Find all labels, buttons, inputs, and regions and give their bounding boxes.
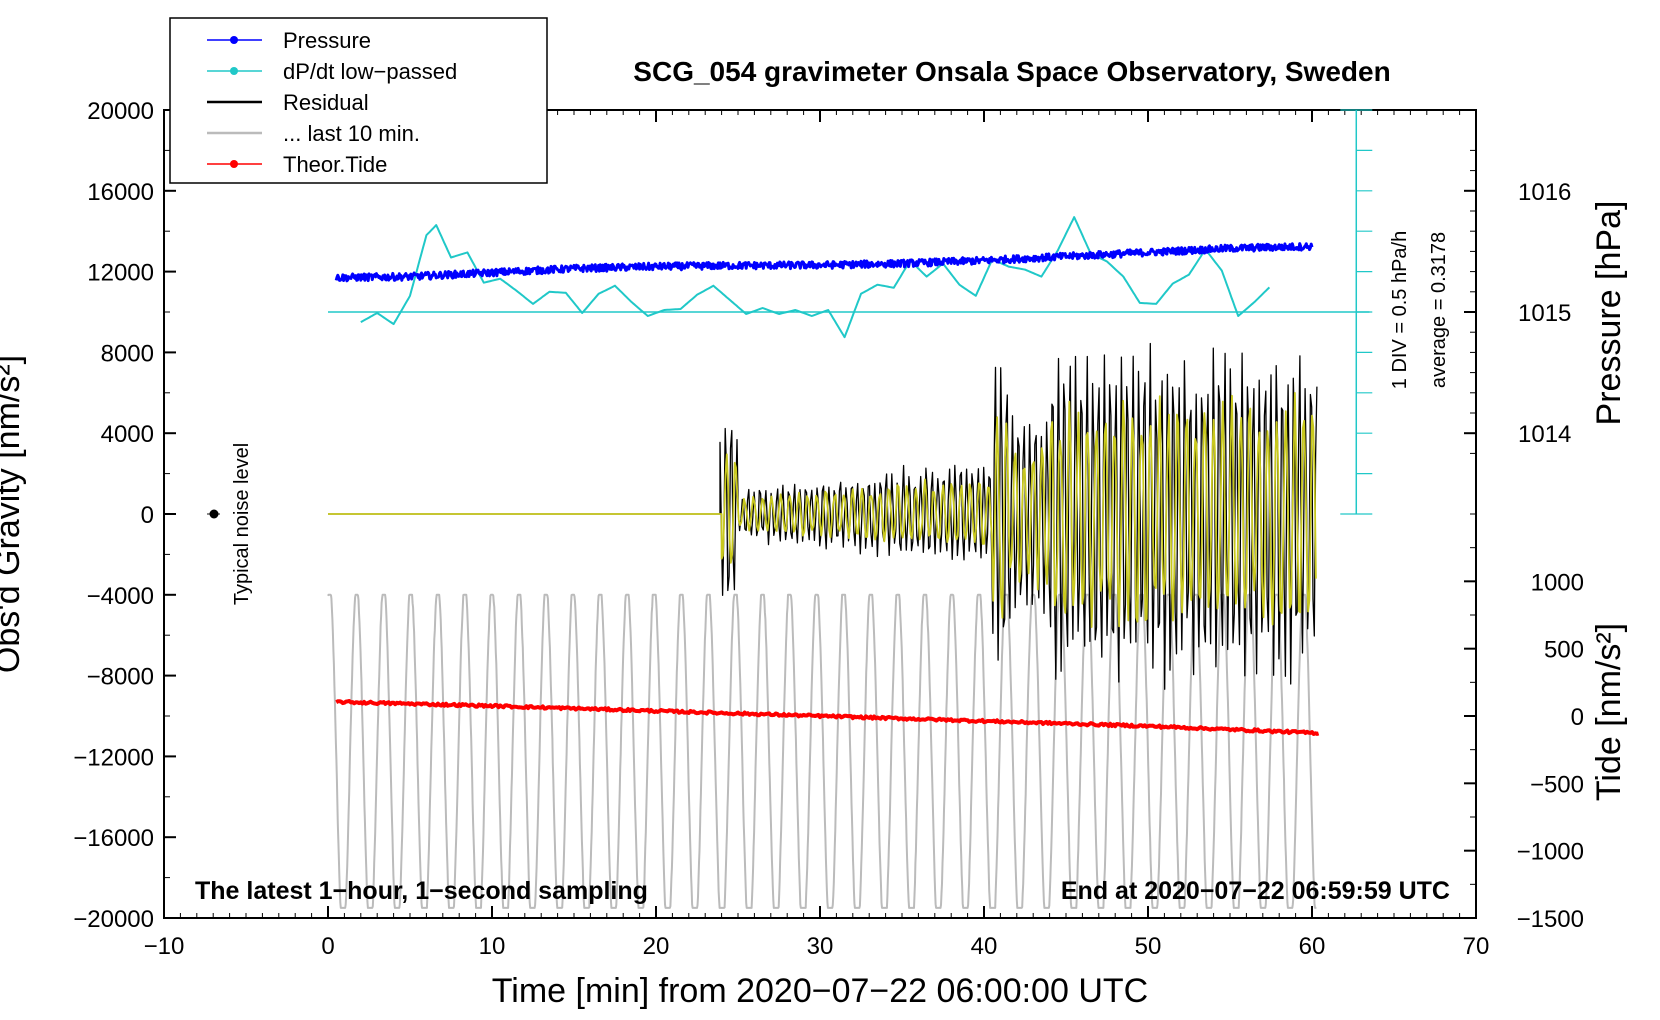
y-tick-label: 12000: [87, 260, 154, 287]
legend-box: [169, 17, 548, 184]
y-tick-label: 8000: [101, 340, 154, 367]
noise-level-label: Typical noise level: [231, 443, 253, 605]
y-tick-label: −8000: [87, 664, 154, 691]
legend-pressure-label: Pressure: [283, 28, 371, 53]
pressure-series: [334, 242, 1314, 283]
dpdt-div-label: 1 DIV = 0.5 hPa/h: [1389, 231, 1411, 389]
pressure-axis-title: Pressure [hPa]: [1590, 201, 1628, 426]
tide-tick-label: 0: [1571, 704, 1584, 731]
x-tick-label: 20: [643, 933, 670, 960]
x-axis-title: Time [min] from 2020−07−22 06:00:00 UTC: [492, 972, 1148, 1010]
legend-dpdt-label: dP/dt low−passed: [283, 59, 457, 84]
y-tick-label: 20000: [87, 98, 154, 125]
tide-tick-label: 500: [1544, 637, 1584, 664]
pressure-tick-label: 1016: [1518, 179, 1571, 206]
y-tick-label: −16000: [73, 825, 154, 852]
y-tick-label: 16000: [87, 179, 154, 206]
y-tick-label: −4000: [87, 583, 154, 610]
y-tick-label: −12000: [73, 744, 154, 771]
end-time-note: End at 2020−07−22 06:59:59 UTC: [1061, 877, 1450, 905]
x-tick-label: −10: [144, 933, 185, 960]
tide-series: [335, 699, 1320, 736]
legend: Pressure dP/dt low−passed Residual ... l…: [169, 17, 548, 184]
chart-title: SCG_054 gravimeter Onsala Space Observat…: [633, 56, 1390, 87]
dpdt-scale: [1340, 109, 1373, 515]
legend-dpdt-marker: [230, 67, 238, 75]
series-layer: [327, 216, 1370, 909]
tide-axis-title: Tide [nm/s²]: [1590, 623, 1628, 801]
pressure-tick-label: 1015: [1518, 300, 1571, 327]
legend-tide-marker: [230, 160, 238, 168]
legend-residual-label: Residual: [283, 90, 369, 115]
y-tick-label: 4000: [101, 421, 154, 448]
y-tick-label: −20000: [73, 906, 154, 933]
legend-tide-label: Theor.Tide: [283, 152, 387, 177]
x-tick-label: 50: [1135, 933, 1162, 960]
tide-tick-label: −1500: [1517, 906, 1584, 933]
last10-series: [327, 593, 1317, 909]
tide-tick-label: 1000: [1531, 569, 1584, 596]
legend-pressure-marker: [230, 36, 238, 44]
x-tick-label: 40: [971, 933, 998, 960]
residual-filtered-series: [328, 391, 1317, 628]
x-tick-label: 30: [807, 933, 834, 960]
dpdt-series: [360, 216, 1271, 339]
y-tick-label: 0: [141, 502, 154, 529]
x-tick-label: 0: [321, 933, 334, 960]
dpdt-average-label: average = 0.3178: [1428, 232, 1450, 388]
x-tick-label: 10: [479, 933, 506, 960]
x-tick-label: 60: [1299, 933, 1326, 960]
x-tick-label: 70: [1463, 933, 1490, 960]
legend-last10-label: ... last 10 min.: [283, 121, 420, 146]
tick-labels: −10 0 10 20 30 40 50 60 70 −20000 −16000 −12000 −800…: [73, 98, 1584, 960]
pressure-tick-label: 1014: [1518, 421, 1571, 448]
sampling-note: The latest 1−hour, 1−second sampling: [195, 877, 648, 905]
left-axis-title: Obs'd Gravity [nm/s²]: [0, 355, 27, 673]
tide-tick-label: −1000: [1517, 839, 1584, 866]
noise-level-marker: [209, 509, 219, 519]
tide-tick-label: −500: [1530, 771, 1584, 798]
